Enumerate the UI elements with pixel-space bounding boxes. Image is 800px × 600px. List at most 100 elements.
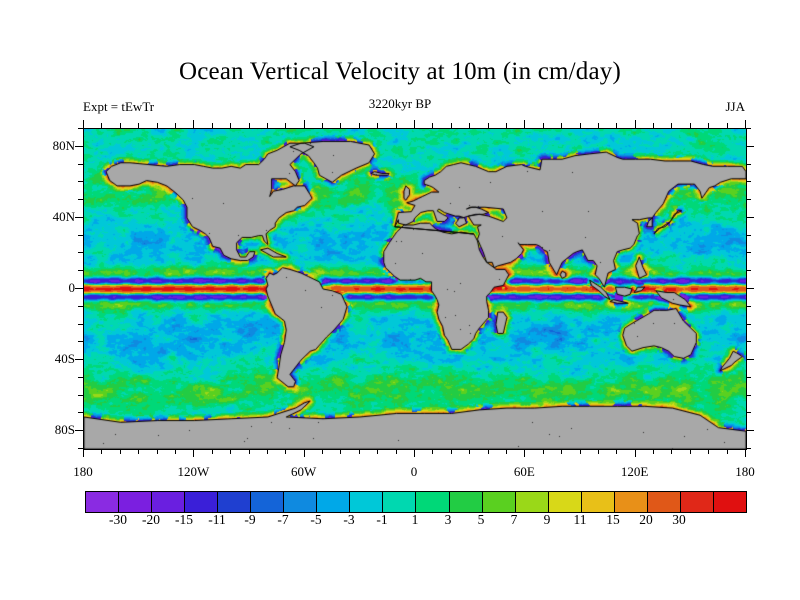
axis-tick (653, 123, 654, 128)
axis-tick (469, 449, 470, 454)
axis-tick (746, 448, 751, 449)
axis-tick (340, 123, 341, 128)
colorbar-tick-label: -11 (208, 512, 226, 527)
axis-tick (598, 123, 599, 128)
x-axis-tick-label: 120W (177, 464, 210, 479)
axis-tick (75, 430, 83, 431)
axis-tick (488, 449, 489, 454)
axis-tick (746, 199, 751, 200)
page-title: Ocean Vertical Velocity at 10m (in cm/da… (178, 58, 622, 85)
axis-tick (157, 449, 158, 454)
axis-tick (75, 359, 83, 360)
axis-tick (157, 123, 158, 128)
axis-tick (138, 449, 139, 454)
axis-tick (359, 449, 360, 454)
axis-tick (746, 359, 754, 360)
axis-tick (506, 449, 507, 454)
axis-tick (746, 412, 751, 413)
colorbar-swatch (614, 492, 648, 512)
axis-tick (78, 181, 83, 182)
colorbar-swatch (86, 492, 120, 512)
x-axis-tick-label: 180 (73, 464, 93, 479)
axis-tick (746, 164, 751, 165)
axis-tick (727, 449, 728, 454)
colorbar-swatch (581, 492, 615, 512)
axis-tick (120, 449, 121, 454)
axis-tick (322, 123, 323, 128)
experiment-label: Expt = tEwTr (83, 99, 155, 114)
x-axis-tick-label: 60E (513, 464, 535, 479)
ocean-vertical-velocity-heatmap (84, 129, 746, 449)
axis-tick (580, 449, 581, 454)
colorbar-swatch (449, 492, 483, 512)
colorbar-tick-label: 1 (411, 512, 419, 527)
season-label: JJA (725, 99, 745, 114)
colorbar-swatch (482, 492, 516, 512)
y-axis-tick-label: 80N (52, 137, 75, 153)
x-axis-tick-label: 60W (291, 464, 317, 479)
colorbar-swatch (350, 492, 384, 512)
axis-tick (78, 306, 83, 307)
colorbar-swatch (284, 492, 318, 512)
colorbar-swatch (152, 492, 186, 512)
axis-tick (101, 449, 102, 454)
axis-tick (746, 252, 751, 253)
y-axis-tick-label: 40S (54, 351, 75, 367)
axis-tick (193, 449, 194, 457)
colorbar-tick-label: -5 (310, 512, 322, 527)
colorbar-tick-label: 9 (543, 512, 551, 527)
colorbar-swatch (317, 492, 351, 512)
axis-tick (616, 123, 617, 128)
axis-tick (75, 288, 83, 289)
axis-tick (249, 449, 250, 454)
time-period-label: 3220kyr BP (368, 96, 432, 111)
axis-tick (212, 123, 213, 128)
colorbar-tick-label: -15 (175, 512, 193, 527)
y-axis-tick-label: 80S (54, 422, 75, 438)
colorbar-swatch (185, 492, 219, 512)
axis-tick (635, 120, 636, 128)
axis-tick (138, 123, 139, 128)
axis-tick (635, 449, 636, 457)
axis-tick (745, 449, 746, 457)
axis-tick (543, 123, 544, 128)
colorbar-swatch (515, 492, 549, 512)
axis-tick (746, 146, 754, 147)
axis-tick (653, 449, 654, 454)
axis-tick (285, 123, 286, 128)
colorbar-swatch (119, 492, 153, 512)
colorbar-swatch (383, 492, 417, 512)
axis-tick (75, 217, 83, 218)
axis-tick (746, 235, 751, 236)
axis-tick (432, 449, 433, 454)
axis-tick (671, 123, 672, 128)
axis-tick (340, 449, 341, 454)
colorbar-tick-label: -9 (244, 512, 256, 527)
axis-tick (506, 123, 507, 128)
colorbar-swatch (647, 492, 681, 512)
colorbar-swatch (218, 492, 252, 512)
axis-tick (78, 412, 83, 413)
colorbar-tick-label: -3 (343, 512, 355, 527)
axis-tick (469, 123, 470, 128)
colorbar-tick-label: 20 (639, 512, 653, 527)
axis-tick (377, 449, 378, 454)
colorbar-tick-label: 7 (510, 512, 518, 527)
colorbar-tick-label: 5 (477, 512, 485, 527)
axis-tick (746, 181, 751, 182)
colorbar-tick-label: -20 (142, 512, 160, 527)
axis-tick (708, 123, 709, 128)
axis-tick (267, 123, 268, 128)
axis-tick (580, 123, 581, 128)
axis-tick (304, 120, 305, 128)
axis-tick (488, 123, 489, 128)
axis-tick (175, 123, 176, 128)
axis-tick (561, 449, 562, 454)
colorbar-swatch (680, 492, 714, 512)
colorbar (85, 491, 747, 513)
axis-tick (396, 449, 397, 454)
axis-tick (746, 377, 751, 378)
axis-tick (414, 120, 415, 128)
axis-tick (746, 395, 751, 396)
